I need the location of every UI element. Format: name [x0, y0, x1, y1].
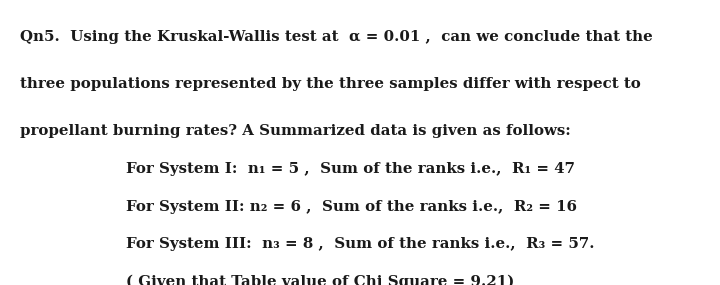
Text: For System I:  n₁ = 5 ,  Sum of the ranks i.e.,  R₁ = 47: For System I: n₁ = 5 , Sum of the ranks …	[126, 162, 575, 176]
Text: For System II: n₂ = 6 ,  Sum of the ranks i.e.,  R₂ = 16: For System II: n₂ = 6 , Sum of the ranks…	[126, 200, 577, 213]
Text: For System III:  n₃ = 8 ,  Sum of the ranks i.e.,  R₃ = 57.: For System III: n₃ = 8 , Sum of the rank…	[126, 237, 595, 251]
Text: Qn5.  Using the Kruskal-Wallis test at  α = 0.01 ,  can we conclude that the: Qn5. Using the Kruskal-Wallis test at α …	[20, 30, 653, 44]
Text: three populations represented by the three samples differ with respect to: three populations represented by the thr…	[20, 77, 641, 91]
Text: propellant burning rates? A Summarized data is given as follows:: propellant burning rates? A Summarized d…	[20, 124, 571, 138]
Text: ( Given that Table value of Chi Square = 9.21): ( Given that Table value of Chi Square =…	[126, 274, 514, 285]
